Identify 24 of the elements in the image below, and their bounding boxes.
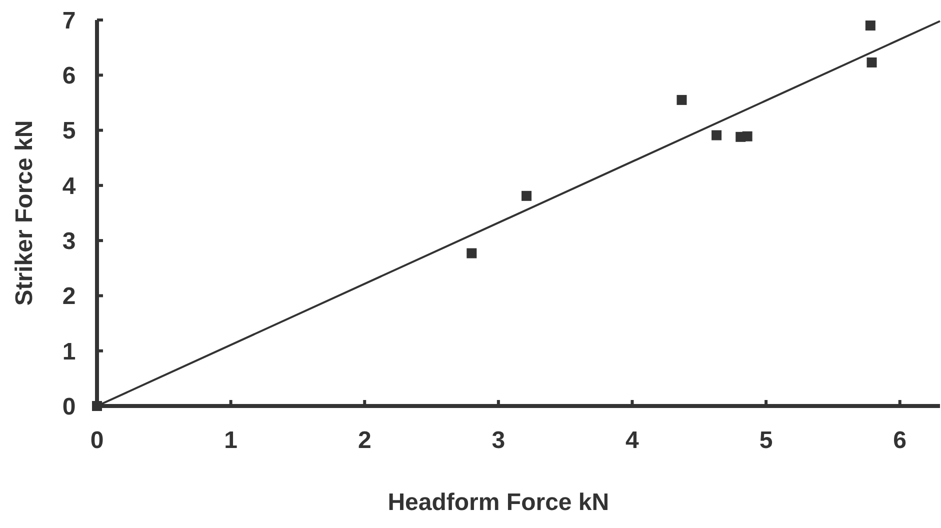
point — [742, 131, 752, 142]
x-tick-label: 3 — [492, 427, 506, 454]
x-tick-label: 1 — [224, 427, 238, 454]
point — [865, 20, 876, 31]
point — [676, 94, 687, 105]
y-tick-label: 7 — [62, 7, 76, 34]
x-tick-label: 6 — [893, 427, 907, 454]
point — [522, 190, 532, 201]
y-tick-label: 3 — [62, 228, 76, 255]
x-axis-title: Headform Force kN — [388, 489, 610, 516]
point — [866, 57, 877, 68]
y-tick-label: 0 — [62, 393, 76, 420]
x-tick-label: 5 — [759, 427, 773, 454]
x-tick-label: 2 — [358, 427, 372, 454]
x-tick-label: 4 — [626, 427, 640, 454]
y-tick-label: 6 — [62, 62, 76, 90]
x-tick-label: 0 — [90, 427, 104, 454]
y-axis-title: Striker Force kN — [11, 120, 38, 306]
y-tick-label: 2 — [62, 283, 76, 310]
point — [712, 130, 722, 140]
point — [466, 248, 477, 258]
y-tick-label: 4 — [62, 172, 76, 200]
y-tick-label: 5 — [62, 118, 76, 145]
y-tick-label: 1 — [62, 338, 76, 366]
